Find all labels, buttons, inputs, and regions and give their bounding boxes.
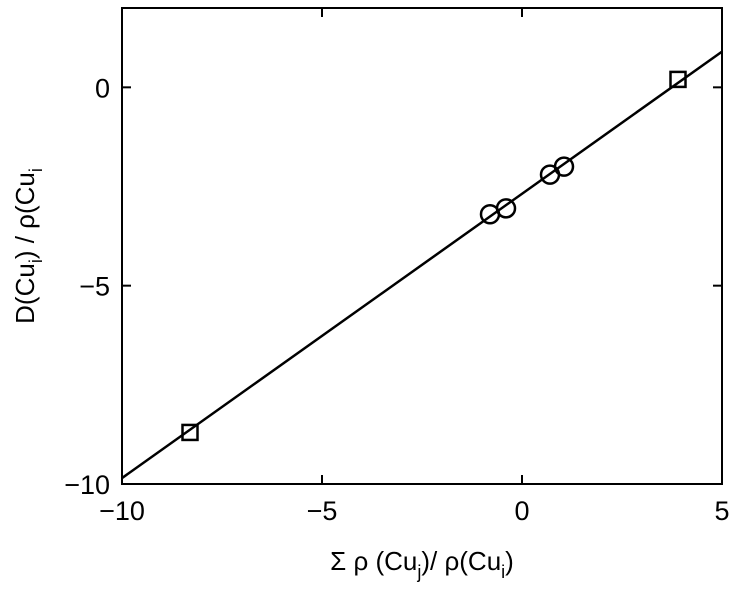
y-axis-label: D(Cui) / ρ(Cui: [10, 168, 46, 324]
plot-area: [121, 7, 723, 485]
x-axis-label-sub-i: i: [501, 562, 505, 582]
x-axis-label-sub-j: j: [416, 562, 421, 582]
ticks-layer: −10 −5 0 5 −10 −5 0: [64, 8, 730, 526]
y-axis-label-part-1: D(Cu: [10, 263, 40, 324]
x-axis-label-part-3: ): [505, 546, 514, 576]
y-tick-label: −10: [64, 470, 110, 500]
y-tick-label: −5: [79, 272, 110, 302]
x-axis-label: Σ ρ (Cuj)/ ρ(Cui): [330, 546, 514, 582]
circle-point: [553, 156, 575, 177]
circle-point: [495, 198, 517, 219]
points-layer: [181, 70, 687, 442]
x-tick-label: 5: [714, 496, 729, 526]
y-axis-label-sub-i: i: [26, 259, 46, 263]
square-point: [669, 70, 687, 89]
square-point: [181, 423, 199, 442]
x-axis-label-part-1: Σ ρ (Cu: [330, 546, 417, 576]
y-axis-label-part-2: ) / ρ(Cu: [10, 172, 40, 259]
x-tick-label: −5: [307, 496, 338, 526]
x-axis-label-part-2: )/ ρ(Cu: [421, 546, 501, 576]
x-tick-label: −10: [99, 496, 145, 526]
y-axis-label-sub-i-2: i: [26, 168, 46, 172]
fit-line-layer: [121, 50, 723, 480]
x-tick-label: 0: [514, 496, 529, 526]
fit-line: [121, 50, 723, 480]
y-tick-label: 0: [95, 73, 110, 103]
